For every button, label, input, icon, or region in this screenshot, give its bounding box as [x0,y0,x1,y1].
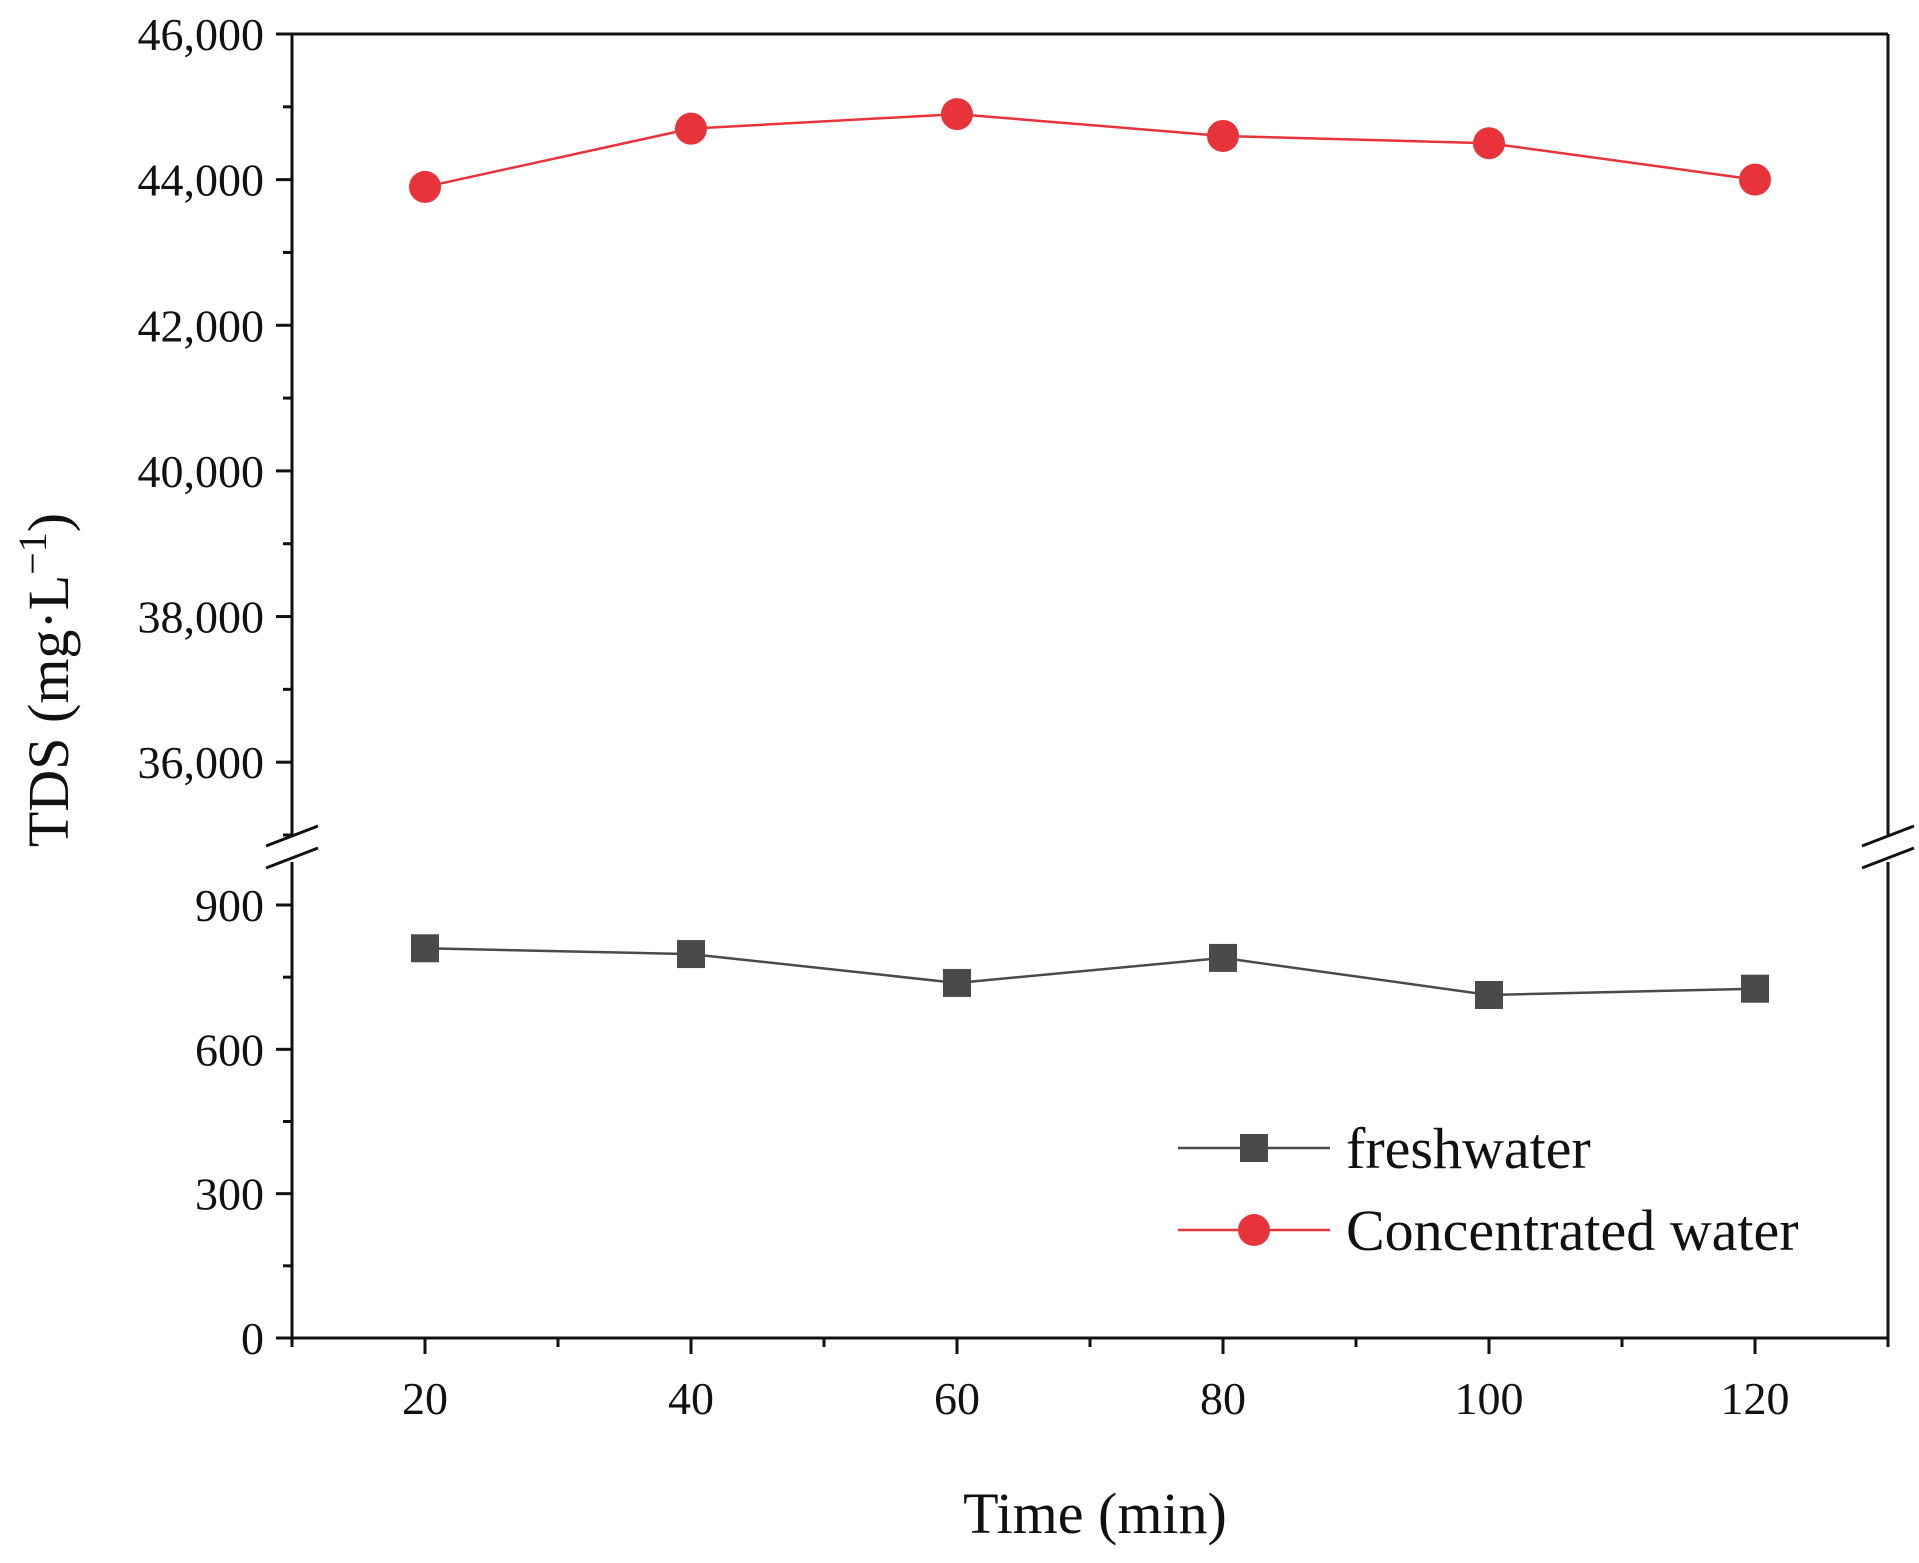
y-tick-label-lower: 300 [195,1169,264,1220]
axis-break-mark-right [1861,824,1915,848]
y-axis-title-main: TDS (mg·L [16,575,81,847]
axis-break-mark-left [265,846,319,870]
x-axis-title: Time (min) [963,1481,1227,1546]
y-axis-title-close: ) [16,513,81,532]
x-tick-label: 120 [1721,1373,1790,1424]
data-point-concentrated-water [941,98,973,131]
data-point-concentrated-water [1739,163,1771,196]
data-point-concentrated-water [675,112,707,145]
y-tick-label-lower: 900 [195,880,264,931]
data-point-concentrated-water [1473,127,1505,160]
y-tick-label-upper: 44,000 [138,155,265,206]
x-tick-label: 20 [402,1373,448,1424]
legend: freshwater Concentrated water [1178,1116,1799,1263]
data-point-freshwater [1209,943,1237,972]
data-point-concentrated-water [1207,119,1239,152]
y-tick-label-upper: 38,000 [138,592,265,643]
x-tick-label: 80 [1200,1373,1246,1424]
y-tick-label-lower: 600 [195,1024,264,1075]
data-point-freshwater [1475,980,1503,1009]
x-tick-label: 40 [668,1373,714,1424]
x-tick-label: 100 [1455,1373,1524,1424]
series-line-concentrated-water [424,112,1756,189]
y-tick-label-upper: 46,000 [138,9,265,60]
legend-label-concentrated: Concentrated water [1346,1198,1799,1263]
y-axis-title-superscript: −1 [10,532,55,575]
series-layer [409,98,1771,1009]
axis-break-mark-right [1861,846,1915,870]
data-point-freshwater [411,934,439,963]
y-tick-label-lower: 0 [241,1313,264,1364]
x-tick-label: 60 [934,1373,980,1424]
series-line-freshwater [424,947,1756,997]
data-point-freshwater [677,940,705,969]
y-tick-label-upper: 42,000 [138,300,265,351]
data-point-concentrated-water [409,170,441,203]
legend-marker-concentrated [1238,1214,1270,1246]
legend-marker-freshwater [1240,1134,1268,1162]
legend-label-freshwater: freshwater [1346,1116,1591,1181]
y-tick-label-upper: 40,000 [138,446,265,497]
data-point-freshwater [943,968,971,997]
y-tick-label-upper: 36,000 [138,737,265,788]
axes: 20 40 60 80 100 120 36,000 38,000 40,000 42,000 44… [138,9,1915,1424]
y-axis-title: TDS (mg·L−1) [10,513,82,847]
data-point-freshwater [1741,974,1769,1003]
